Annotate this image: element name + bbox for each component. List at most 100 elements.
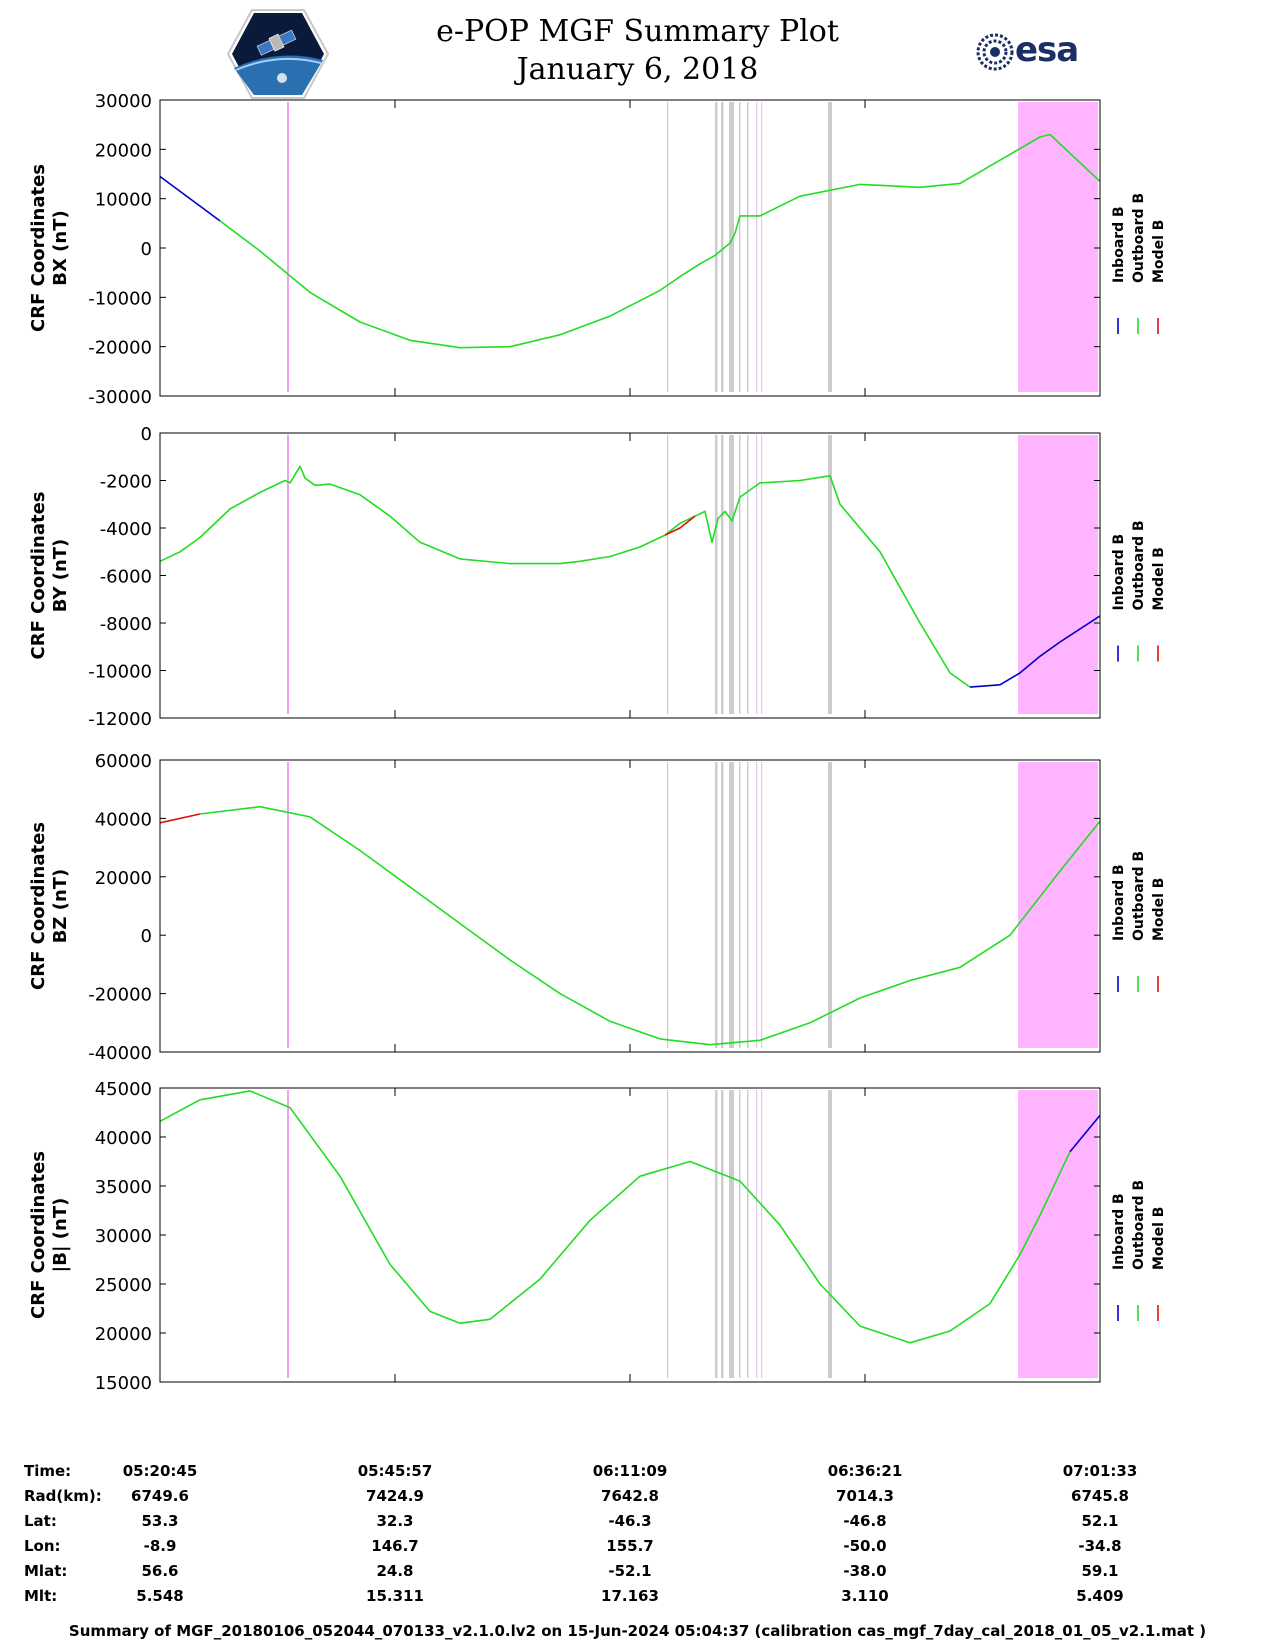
ephemeris-value: 6749.6: [131, 1487, 189, 1505]
y-tick-label: -2000: [100, 472, 152, 493]
y-tick-label: -6000: [100, 567, 152, 588]
pink-thin-marker-1: [756, 762, 758, 1048]
axes-frame: [159, 1087, 1101, 1383]
legend-label-inboard-b: Inboard B: [1111, 1193, 1127, 1270]
panel-4: 45000 40000 35000 30000 25000 20000 15000 CRF C…: [28, 1079, 1167, 1394]
pink-marker-1: [287, 1090, 289, 1378]
y-axis-label-line: BZ (nT): [50, 869, 71, 944]
plot-date: January 6, 2018: [516, 52, 759, 87]
y-tick-label: 20000: [95, 140, 152, 161]
grey-data-gap-3: [721, 435, 724, 714]
grey-data-gap-4: [729, 762, 734, 1048]
ephemeris-row-label: Mlat:: [24, 1562, 68, 1580]
ephemeris-value: 146.7: [371, 1537, 419, 1555]
ephemeris-value: 53.3: [141, 1512, 179, 1530]
pink-thin-marker-2: [761, 762, 763, 1048]
y-tick-label: 40000: [95, 809, 152, 830]
y-tick-label: 0: [141, 424, 152, 445]
y-tick-label: 40000: [95, 1128, 152, 1149]
series-outboard-b-2: [219, 133, 1101, 349]
y-tick-label: 60000: [95, 751, 152, 772]
ephemeris-value: 05:45:57: [357, 1462, 433, 1480]
axes-frame: [159, 759, 1101, 1053]
ephemeris-table: Time: Rad(km): Lat: Lon: Mlat: Mlt: 05:20:45 67…: [0, 1462, 1275, 1617]
ephemeris-value: 07:01:33: [1062, 1462, 1138, 1480]
ephemeris-value: -38.0: [843, 1562, 887, 1580]
series-inboard-b-1: [159, 175, 221, 222]
y-tick-label: -20000: [88, 985, 152, 1006]
legend-label-outboard-b: Outboard B: [1131, 193, 1147, 283]
y-axis-label-line: CRF Coordinates: [28, 164, 49, 332]
grey-data-gap-3: [721, 102, 724, 392]
pink-thin-marker-1: [756, 1090, 758, 1378]
plot-title: e-POP MGF Summary Plot: [436, 14, 839, 49]
y-tick-label: 30000: [95, 1226, 152, 1247]
ephemeris-value: -34.8: [1078, 1537, 1122, 1555]
ephemeris-value: -50.0: [843, 1537, 887, 1555]
grey-data-gap-7: [828, 435, 832, 714]
y-tick-label: 0: [141, 239, 152, 260]
y-axis-label-line: |B| (nT): [50, 1198, 71, 1273]
grey-data-gap-3: [721, 1090, 724, 1378]
ephemeris-value: 7424.9: [366, 1487, 424, 1505]
ephemeris-row-label: Lon:: [24, 1537, 61, 1555]
y-tick-label: -8000: [100, 614, 152, 635]
ephemeris-value: 3.110: [841, 1587, 889, 1605]
y-axis-label: CRF CoordinatesBX (nT): [28, 164, 71, 332]
y-tick-label: 35000: [95, 1177, 152, 1198]
grey-data-gap-4: [729, 1090, 734, 1378]
y-axis-label-line: CRF Coordinates: [28, 1151, 49, 1319]
grey-data-gap-1: [667, 102, 669, 392]
ephemeris-value: -52.1: [608, 1562, 652, 1580]
ephemeris-value: 06:36:21: [827, 1462, 903, 1480]
grey-data-gap-2: [715, 102, 718, 392]
pink-marker-1: [287, 102, 289, 392]
pink-data-gap: [1018, 762, 1098, 1048]
grey-data-gap-2: [715, 435, 718, 714]
ephemeris-row-label: Mlt:: [24, 1587, 58, 1605]
ephemeris-value: 06:11:09: [592, 1462, 668, 1480]
header: e-POP MGF Summary Plot January 6, 2018 e…: [0, 0, 1275, 100]
panel-2: 0 -2000 -4000 -6000 -8000 -10000 -12000 CRF Coo…: [28, 424, 1167, 730]
ephemeris-row-label: Time:: [24, 1462, 72, 1480]
grey-data-gap-2: [715, 1090, 718, 1378]
esa-logo-text: esa: [1015, 30, 1079, 70]
y-tick-label: 20000: [95, 868, 152, 889]
grey-data-gap-1: [667, 762, 669, 1048]
grey-data-gap-7: [828, 1090, 832, 1378]
grey-data-gap-5: [739, 435, 741, 714]
ephemeris-value: 5.409: [1076, 1587, 1124, 1605]
ephemeris-value: 6745.8: [1071, 1487, 1129, 1505]
pink-thin-marker-1: [756, 102, 758, 392]
pink-thin-marker-2: [761, 1090, 763, 1378]
pink-thin-marker-2: [761, 102, 763, 392]
axes-frame: [159, 99, 1101, 397]
ephemeris-value: 5.548: [136, 1587, 184, 1605]
y-tick-label: 0: [141, 926, 152, 947]
grey-data-gap-1: [667, 1090, 669, 1378]
y-axis-label: CRF CoordinatesBY (nT): [28, 492, 71, 660]
y-tick-label: -30000: [88, 387, 152, 408]
y-tick-label: 30000: [95, 91, 152, 112]
y-tick-label: -10000: [88, 288, 152, 309]
y-tick-label: 10000: [95, 190, 152, 211]
ephemeris-value: 52.1: [1081, 1512, 1119, 1530]
ephemeris-value: 7014.3: [836, 1487, 894, 1505]
ephemeris-row-label: Lat:: [24, 1512, 57, 1530]
ephemeris-value: 15.311: [366, 1587, 424, 1605]
y-tick-label: 15000: [95, 1373, 152, 1394]
grey-data-gap-6: [747, 435, 749, 714]
grey-data-gap-5: [739, 762, 741, 1048]
grey-data-gap-5: [739, 102, 741, 392]
y-axis-label-line: CRF Coordinates: [28, 492, 49, 660]
legend-label-model-b: Model B: [1151, 547, 1167, 610]
ephemeris-value: 59.1: [1081, 1562, 1119, 1580]
footer-caption: Summary of MGF_20180106_052044_070133_v2…: [68, 1622, 1207, 1640]
esa-logo: esa: [975, 30, 1095, 74]
ephemeris-value: 56.6: [141, 1562, 179, 1580]
legend-label-inboard-b: Inboard B: [1111, 534, 1127, 611]
ephemeris-value: -8.9: [143, 1537, 177, 1555]
y-axis-label: CRF Coordinates|B| (nT): [28, 1151, 71, 1319]
y-tick-label: -10000: [88, 662, 152, 683]
